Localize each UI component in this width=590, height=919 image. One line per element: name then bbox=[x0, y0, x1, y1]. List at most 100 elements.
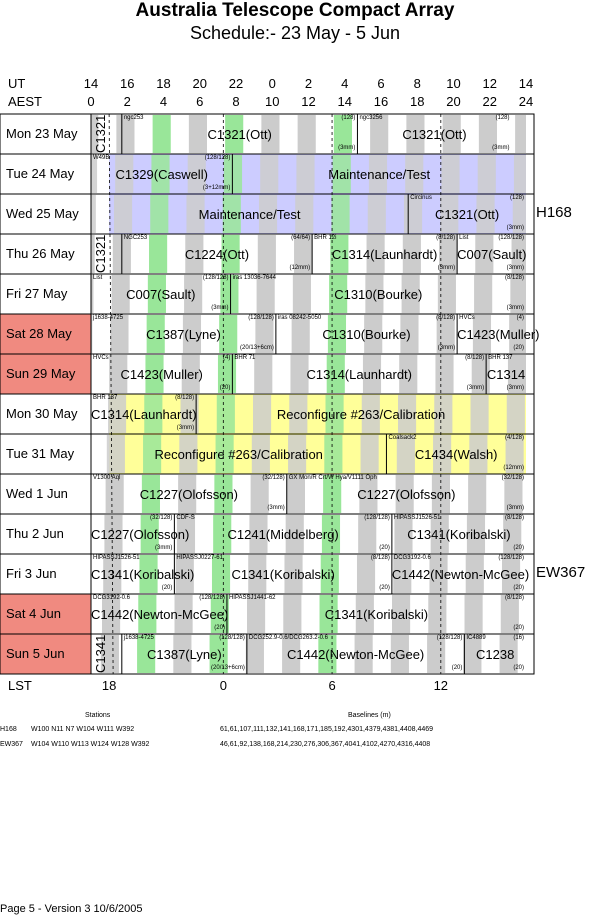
block-c1241-middelberg--channels: (128/128) bbox=[364, 515, 390, 521]
block-c1314-source: BHR 137 bbox=[488, 355, 513, 361]
block-c1423-muller--source: HVCs bbox=[93, 355, 109, 361]
sidereal-band bbox=[356, 555, 376, 593]
block-c1314-launhardt--channels: (8/128) bbox=[465, 355, 485, 361]
block-c1314-launhardt--source: BHR 71 bbox=[234, 355, 256, 361]
lst-tick-label: 18 bbox=[101, 678, 117, 693]
sidereal-band bbox=[435, 355, 454, 393]
sidereal-band bbox=[440, 195, 459, 233]
block-c1434-walsh--label: C1434(Walsh) bbox=[414, 447, 498, 462]
day-label-cell bbox=[0, 234, 91, 274]
sidereal-band bbox=[390, 635, 409, 673]
sidereal-band bbox=[370, 115, 389, 153]
day-label-cell bbox=[0, 154, 91, 194]
sidereal-band bbox=[512, 195, 526, 233]
block-c007-sault--channels: (128/128) bbox=[498, 235, 524, 241]
block-c007-sault--source: List bbox=[459, 235, 469, 241]
day-label: Fri 27 May bbox=[6, 286, 68, 301]
block-c1329-caswell--channels: (128/128) bbox=[204, 155, 231, 161]
sidereal-band bbox=[355, 595, 374, 633]
day-label-cell bbox=[0, 194, 91, 234]
aest-tick-label: 2 bbox=[123, 94, 131, 109]
day-label: Sat 4 Jun bbox=[6, 606, 61, 621]
block-c1387-lyne--label: C1387(Lyne) bbox=[146, 327, 221, 342]
sidereal-band bbox=[245, 635, 264, 673]
block-c1321-ott--channels: (128) bbox=[341, 115, 356, 121]
sidereal-band bbox=[290, 355, 309, 393]
day-label: Thu 2 Jun bbox=[6, 526, 64, 541]
block-c1321-ott--band: (3mm) bbox=[506, 225, 524, 231]
block-c1238-source: IC4889 bbox=[466, 635, 486, 641]
sidereal-band bbox=[405, 155, 424, 193]
block-c1314-band: (3mm) bbox=[506, 385, 524, 391]
block-c1227-olofsson--channels: (32/128) bbox=[262, 475, 285, 481]
block-c1423-muller--label: C1423(Muller) bbox=[120, 367, 203, 382]
sidereal-band bbox=[215, 435, 234, 473]
sidereal-band bbox=[248, 555, 267, 593]
sidereal-band bbox=[439, 235, 458, 273]
sidereal-band bbox=[358, 515, 377, 553]
aest-tick-label: 24 bbox=[518, 94, 534, 109]
block-c1314-launhardt--label: C1314(Launhardt) bbox=[91, 407, 197, 422]
page-footer: Page 5 - Version 3 10/6/2005 bbox=[0, 903, 143, 915]
sidereal-band bbox=[505, 435, 524, 473]
aest-tick-label: 12 bbox=[301, 94, 316, 109]
block-c1442-newton-mcgee--channels: (128/128) bbox=[436, 635, 463, 641]
block-c1227-olofsson--channels: (32/128) bbox=[150, 515, 173, 521]
block-c1321-ott--label: C1321(Ott) bbox=[402, 127, 467, 142]
sidereal-band bbox=[441, 155, 460, 193]
block-c1314-launhardt--band: (3mm) bbox=[437, 265, 456, 271]
sidereal-band bbox=[434, 395, 453, 433]
sidereal-band bbox=[145, 355, 164, 393]
sidereal-band bbox=[295, 195, 314, 233]
sidereal-band bbox=[258, 195, 278, 233]
sidereal-band bbox=[220, 275, 239, 313]
block-c1310-bourke--source: iras 08242-5050 bbox=[277, 315, 322, 321]
day-label: Tue 24 May bbox=[6, 166, 75, 181]
stations-header: Stations bbox=[85, 712, 111, 719]
configuration-label: EW367 bbox=[536, 564, 586, 581]
block-c1241-middelberg--label: C1241(Middelberg) bbox=[227, 527, 339, 542]
block-c1387-lyne--label: C1387(Lyne) bbox=[147, 647, 222, 662]
block-c1341-koribalski--band: (20) bbox=[513, 625, 524, 631]
sidereal-band bbox=[176, 515, 196, 553]
sidereal-band bbox=[187, 155, 206, 193]
sidereal-band bbox=[260, 155, 279, 193]
sidereal-band bbox=[217, 355, 237, 393]
sidereal-band bbox=[149, 235, 168, 273]
sidereal-band bbox=[400, 315, 419, 353]
block-c1442-newton-mcgee--source: DCG3192-0.6 bbox=[93, 595, 131, 601]
sidereal-band bbox=[330, 235, 349, 273]
sidereal-band bbox=[470, 395, 489, 433]
sidereal-band bbox=[91, 315, 93, 353]
configuration-label: H168 bbox=[536, 204, 572, 221]
block-c1321-label: C1321 bbox=[93, 234, 108, 273]
sidereal-band bbox=[472, 315, 492, 353]
block-c1314-launhardt--source: BHR 12i bbox=[314, 235, 337, 241]
day-label: Sat 28 May bbox=[6, 326, 72, 341]
sidereal-band bbox=[111, 275, 130, 313]
ut-tick-label: 8 bbox=[413, 76, 421, 91]
row-fill bbox=[109, 434, 526, 474]
block-c1442-newton-mcgee--channels: (128/128) bbox=[199, 595, 225, 601]
block-c1314-launhardt--source: BHR 137 bbox=[93, 395, 118, 401]
block-c1310-bourke--band: (3mm) bbox=[506, 305, 524, 311]
sidereal-band bbox=[362, 355, 382, 393]
sidereal-band bbox=[284, 555, 303, 593]
sidereal-band bbox=[247, 595, 266, 633]
block-c1314-launhardt--label: C1314(Launhardt) bbox=[331, 247, 438, 262]
day-label: Sun 5 Jun bbox=[6, 646, 65, 661]
ut-tick-label: 12 bbox=[482, 76, 497, 91]
sidereal-band bbox=[326, 355, 345, 393]
aest-tick-label: 4 bbox=[159, 94, 168, 109]
block-c1224-ott--band: (12mm) bbox=[289, 265, 311, 271]
ut-tick-label: 16 bbox=[120, 76, 135, 91]
sidereal-band bbox=[102, 595, 121, 633]
sidereal-band bbox=[465, 555, 484, 593]
sidereal-band bbox=[178, 475, 197, 513]
sidereal-band bbox=[174, 595, 193, 633]
sidereal-band bbox=[213, 515, 232, 553]
sidereal-band bbox=[392, 595, 411, 633]
block-c1387-lyne--band: (20/13+6cm) bbox=[211, 665, 245, 671]
aest-tick-label: 8 bbox=[232, 94, 240, 109]
sidereal-band bbox=[253, 395, 272, 433]
